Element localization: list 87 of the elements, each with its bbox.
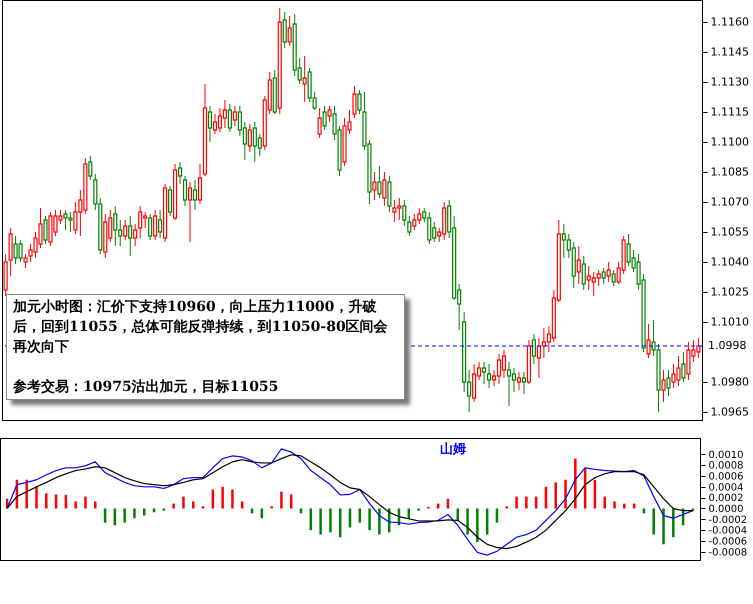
bar	[486, 508, 488, 535]
bar	[672, 508, 675, 538]
bar	[133, 508, 136, 518]
bar	[368, 508, 371, 530]
y-tick-label: 0.0000	[708, 504, 744, 515]
bar	[358, 508, 362, 523]
bar	[45, 493, 48, 508]
bar	[408, 508, 410, 518]
bar	[584, 468, 586, 508]
bar	[240, 501, 244, 508]
bar	[515, 496, 518, 508]
y-tick-label: -0.0002	[708, 514, 748, 526]
bar	[564, 480, 567, 508]
note-box: 加元小时图：汇价下支持10960，向上压力11000，升破后，回到11055，总体可能反弹持续，到11050-80区间会再次向下 参考交易：10975沽出加元，目标11055	[6, 294, 405, 400]
bar	[603, 496, 606, 508]
bar	[35, 486, 38, 508]
bar	[114, 508, 116, 526]
bar	[642, 508, 646, 514]
bar	[496, 508, 498, 523]
y-tick-label: -0.0004	[708, 526, 748, 537]
y-tick-label: 1.1160	[710, 16, 749, 28]
bar	[64, 494, 68, 508]
bar	[534, 496, 538, 508]
bar	[525, 496, 528, 508]
y-tick-label: 1.1025	[710, 286, 749, 298]
bar	[74, 501, 77, 508]
y-tick-label: 0.0010	[708, 450, 744, 461]
y-tick-label: 1.1085	[710, 166, 749, 178]
bar	[378, 508, 381, 535]
bar	[280, 492, 283, 508]
bar	[152, 508, 156, 512]
y-tick-label: 1.1115	[710, 106, 749, 118]
y-tick-label: 1.1145	[710, 46, 749, 58]
bar	[221, 486, 224, 508]
bar	[623, 504, 626, 508]
bar	[329, 508, 332, 532]
bar	[554, 482, 557, 508]
annotation: 加元小时图：汇价下支持10960，向上压力11000，升破后，回到11055，总体可能反弹持续，到11050-80区间会再次向下	[13, 298, 389, 357]
bar	[260, 508, 264, 518]
bar	[84, 496, 87, 508]
bar	[123, 508, 126, 523]
bar	[172, 504, 175, 508]
bar	[574, 458, 577, 508]
bar	[594, 480, 596, 508]
annotation: 山姆	[440, 441, 466, 458]
y-tick-label: 1.1070	[710, 196, 749, 208]
y-tick-label: 1.0980	[710, 376, 749, 388]
bar	[192, 501, 194, 508]
bar	[446, 498, 450, 508]
bar	[338, 508, 342, 538]
y-tick-label: -0.0006	[708, 536, 748, 548]
bar	[544, 486, 548, 508]
y-tick-label: 0.0004	[708, 482, 744, 494]
ref-line-label: 1.0998	[708, 339, 746, 352]
bar	[143, 508, 146, 516]
bar	[613, 501, 616, 508]
bar	[652, 508, 655, 535]
bar	[212, 490, 214, 508]
y-tick-label: 1.1010	[710, 316, 749, 328]
bar	[54, 494, 58, 508]
y-tick-label: 0.0002	[708, 493, 744, 504]
bar	[231, 490, 234, 508]
bar	[632, 504, 636, 508]
bar	[466, 508, 469, 535]
y-tick-label: 1.0965	[710, 406, 749, 418]
bar	[182, 496, 185, 508]
bar	[456, 508, 460, 520]
y-tick-label: 1.1130	[710, 76, 749, 88]
y-tick-label: -0.0008	[708, 547, 748, 558]
bar	[417, 508, 420, 511]
y-tick-label: 1.1055	[710, 226, 749, 238]
bar	[476, 508, 479, 542]
bar	[250, 508, 254, 514]
bar	[162, 508, 166, 511]
bar	[94, 501, 97, 508]
bar	[310, 508, 312, 530]
y-tick-label: 0.0006	[708, 471, 744, 482]
bar	[319, 508, 322, 535]
bar	[662, 508, 665, 544]
bar	[300, 508, 302, 514]
bar	[290, 494, 292, 508]
bar	[436, 504, 440, 508]
y-tick-label: 1.1100	[710, 136, 749, 148]
bar	[104, 508, 106, 523]
y-tick-label: 1.1040	[710, 256, 749, 268]
annotation: 参考交易：10975沽出加元，目标11055	[13, 378, 280, 397]
y-tick-label: 0.0008	[708, 460, 744, 472]
